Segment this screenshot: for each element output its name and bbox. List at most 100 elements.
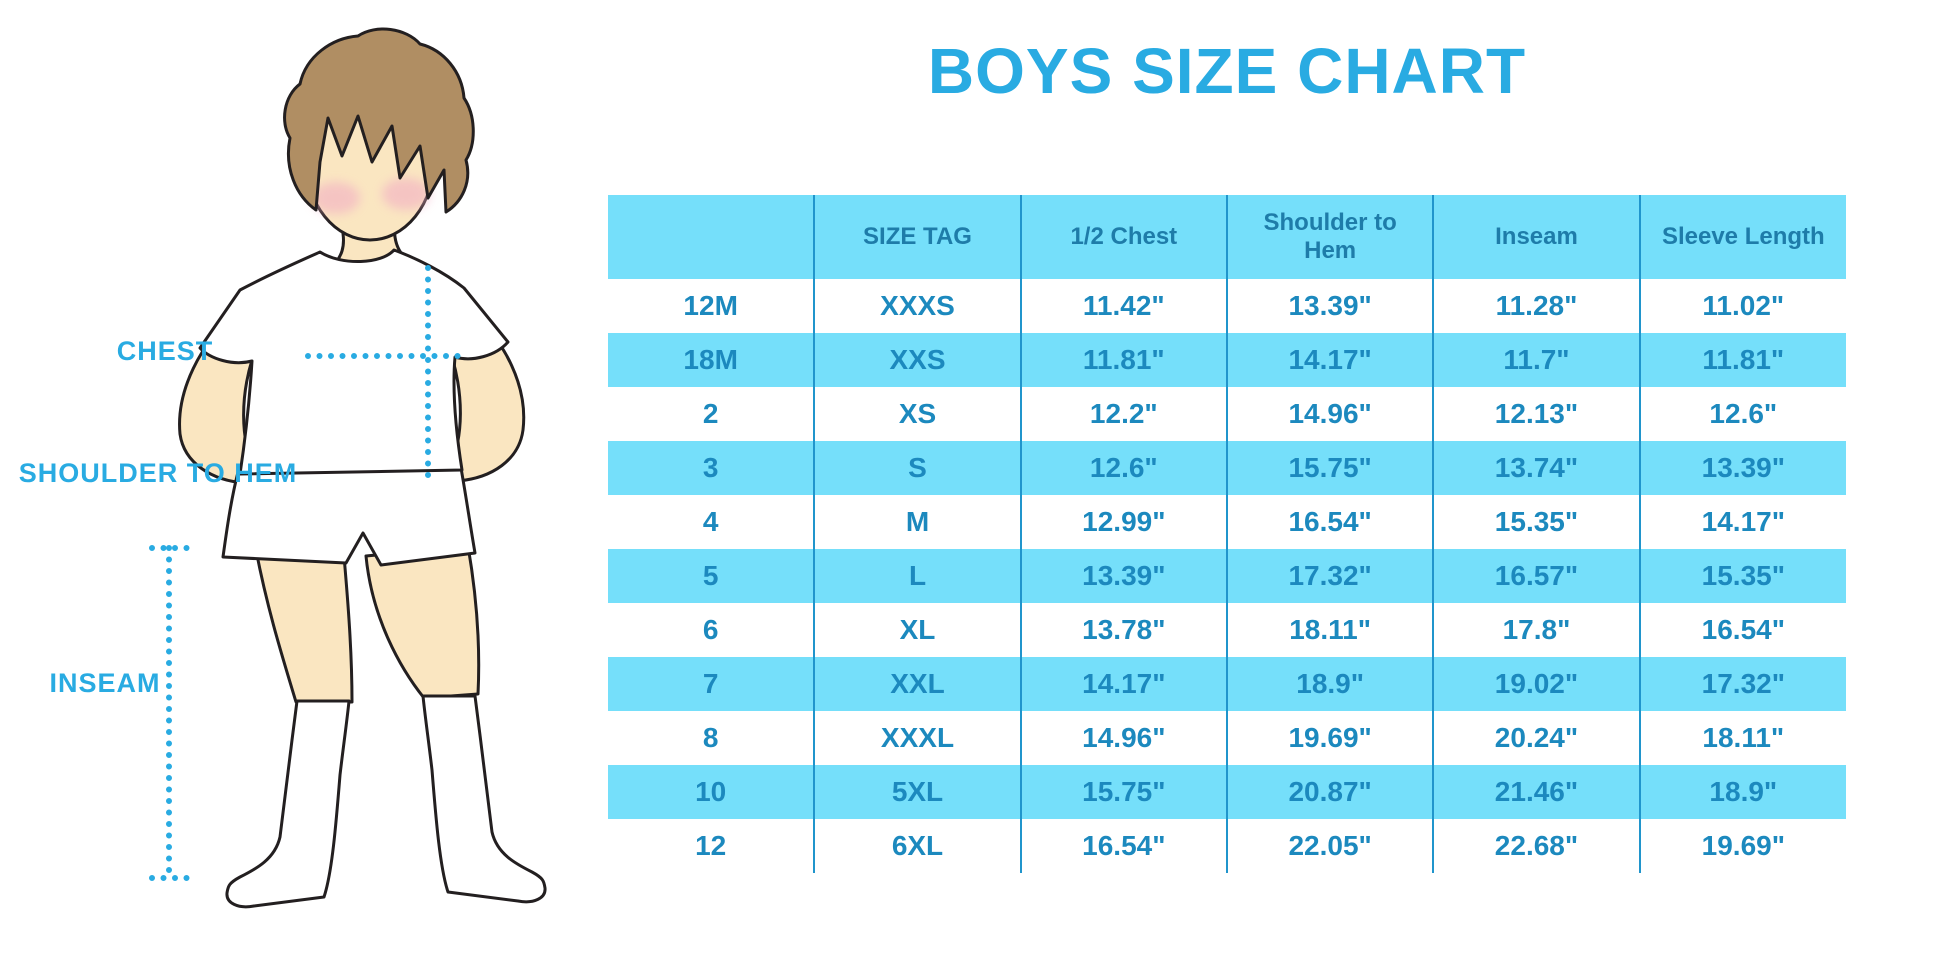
table-cell: 13.74" [1432,441,1640,495]
table-row: 6 XL 13.78" 18.11" 17.8" 16.54" [608,603,1846,657]
table-row: 8 XXXL 14.96" 19.69" 20.24" 18.11" [608,711,1846,765]
table-row: 7 XXL 14.17" 18.9" 19.02" 17.32" [608,657,1846,711]
table-cell: 12.2" [1019,387,1227,441]
table-cell: 16.54" [1638,603,1846,657]
table-cell: 19.69" [1225,711,1434,765]
table-cell: 14.17" [1225,333,1434,387]
shoulder-to-hem-label: SHOULDER TO HEM [18,458,298,488]
header-cell-inseam: Inseam [1432,195,1640,279]
header-cell-size-tag: SIZE TAG [813,195,1021,279]
right-cheek [382,178,430,210]
table-cell: 14.96" [1225,387,1434,441]
hair [283,27,475,214]
header-cell-size [608,195,815,279]
table-cell: 14.96" [1019,711,1227,765]
left-cheek [312,182,360,214]
inseam-measure-line [149,545,193,881]
table-cell: M [813,495,1021,549]
table-cell: 15.75" [1019,765,1227,819]
table-cell: XXXS [813,279,1021,333]
table-row: 4 M 12.99" 16.54" 15.35" 14.17" [608,495,1846,549]
table-cell: 17.32" [1225,549,1434,603]
left-leg [254,548,354,704]
table-row: 18M XXS 11.81" 14.17" 11.7" 11.81" [608,333,1846,387]
tshirt [198,248,510,476]
table-cell: 18.11" [1225,603,1434,657]
table-cell: 7 [702,668,719,699]
table-cell: 14.17" [1638,495,1846,549]
table-cell: 11.7" [1432,333,1640,387]
table-cell: 13.39" [1638,441,1846,495]
table-cell: 18.11" [1638,711,1846,765]
size-table-header: SIZE TAG 1/2 Chest Shoulder to Hem Insea… [608,195,1846,279]
left-sock [225,699,351,909]
table-row: 12 6XL 16.54" 22.05" 22.68" 19.69" [608,819,1846,873]
table-cell: 6 [702,614,719,645]
table-cell: 20.87" [1225,765,1434,819]
chest-label: CHEST [116,336,214,366]
table-cell: 16.54" [1019,819,1227,873]
header-cell-sleeve-length: Sleeve Length [1638,195,1846,279]
table-cell: 18.9" [1638,765,1846,819]
table-cell: 20.24" [1432,711,1640,765]
table-cell: 17.8" [1432,603,1640,657]
table-cell: 5XL [813,765,1021,819]
right-sock [421,694,547,904]
table-cell: 15.35" [1432,495,1640,549]
table-cell: 14.17" [1019,657,1227,711]
table-cell: 12.6" [1019,441,1227,495]
table-cell: 11.02" [1638,279,1846,333]
table-cell: 18.9" [1225,657,1434,711]
table-cell: 11.81" [1638,333,1846,387]
header-cell-half-chest: 1/2 Chest [1019,195,1227,279]
table-row: 3 S 12.6" 15.75" 13.74" 13.39" [608,441,1846,495]
table-cell: 8 [702,722,719,753]
page-title: BOYS SIZE CHART [927,35,1527,107]
header-row: SIZE TAG 1/2 Chest Shoulder to Hem Insea… [608,195,1846,279]
table-cell: 17.32" [1638,657,1846,711]
table-cell: XXXL [813,711,1021,765]
table-cell: 16.57" [1432,549,1640,603]
table-cell: 15.75" [1225,441,1434,495]
table-cell: XS [813,387,1021,441]
table-cell: 19.69" [1638,819,1846,873]
inseam-label: INSEAM [49,668,161,698]
table-cell: 21.46" [1432,765,1640,819]
boy-figure-illustration [149,27,547,909]
table-cell: 16.54" [1225,495,1434,549]
table-cell: 13.39" [1019,549,1227,603]
table-cell: 5 [702,560,719,591]
table-cell: 15.35" [1638,549,1846,603]
table-cell: 12M [683,290,738,321]
table-cell: 2 [702,398,719,429]
table-row: 5 L 13.39" 17.32" 16.57" 15.35" [608,549,1846,603]
table-cell: 22.05" [1225,819,1434,873]
table-cell: 3 [702,452,719,483]
table-row: 2 XS 12.2" 14.96" 12.13" 12.6" [608,387,1846,441]
table-cell: 18M [683,344,738,375]
table-cell: 22.68" [1432,819,1640,873]
table-cell: 6XL [813,819,1021,873]
table-cell: 11.42" [1019,279,1227,333]
table-cell: 12 [695,830,727,861]
table-cell: L [813,549,1021,603]
table-cell: 4 [702,506,719,537]
table-cell: 12.13" [1432,387,1640,441]
table-cell: XXS [813,333,1021,387]
header-cell-shoulder-to-hem: Shoulder to Hem [1225,195,1434,279]
table-cell: 19.02" [1432,657,1640,711]
size-table-body: 12M XXXS 11.42" 13.39" 11.28" 11.02" 18M XXS 11.… [608,279,1846,873]
table-cell: XL [813,603,1021,657]
table-row: 12M XXXS 11.42" 13.39" 11.28" 11.02" [608,279,1846,333]
shorts [221,466,477,567]
size-table: SIZE TAG 1/2 Chest Shoulder to Hem Insea… [608,195,1846,873]
table-row: 10 5XL 15.75" 20.87" 21.46" 18.9" [608,765,1846,819]
table-cell: 13.78" [1019,603,1227,657]
table-cell: XXL [813,657,1021,711]
table-cell: 11.28" [1432,279,1640,333]
table-cell: S [813,441,1021,495]
table-cell: 10 [695,776,727,807]
table-cell: 12.6" [1638,387,1846,441]
table-cell: 11.81" [1019,333,1227,387]
